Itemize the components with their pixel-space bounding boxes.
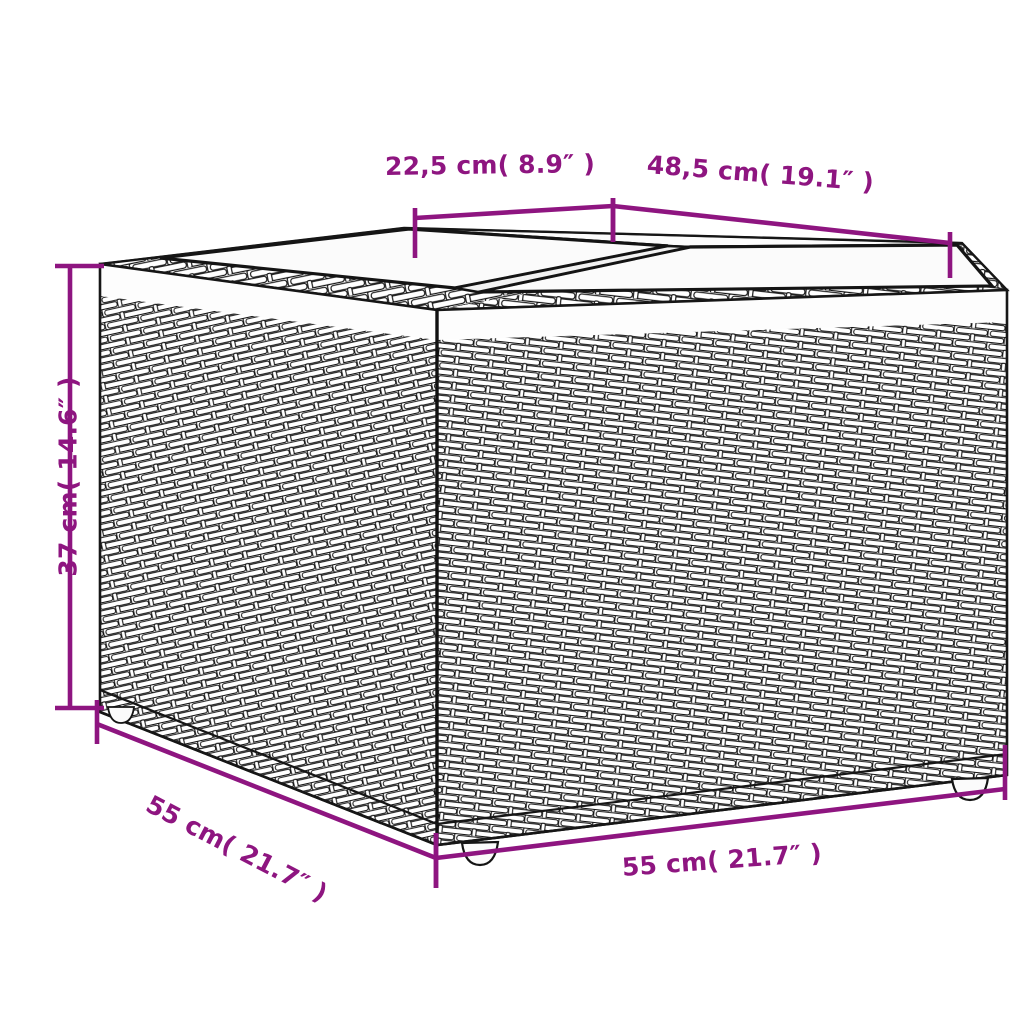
table-left-face [98, 262, 439, 847]
dimension-label-height: 37 cm( 14.6″ ) [53, 376, 83, 577]
foot-left-rear [106, 706, 136, 724]
table-top-rim [99, 226, 1010, 312]
table-front-face [435, 288, 1009, 847]
dimension-width [433, 745, 1008, 888]
dimension-label-top-left: 22,5 cm( 8.9″ ) [384, 149, 596, 181]
dimension-lines [55, 198, 1008, 888]
dimension-top-right [610, 198, 953, 278]
rattan-table-illustration [98, 226, 1010, 867]
